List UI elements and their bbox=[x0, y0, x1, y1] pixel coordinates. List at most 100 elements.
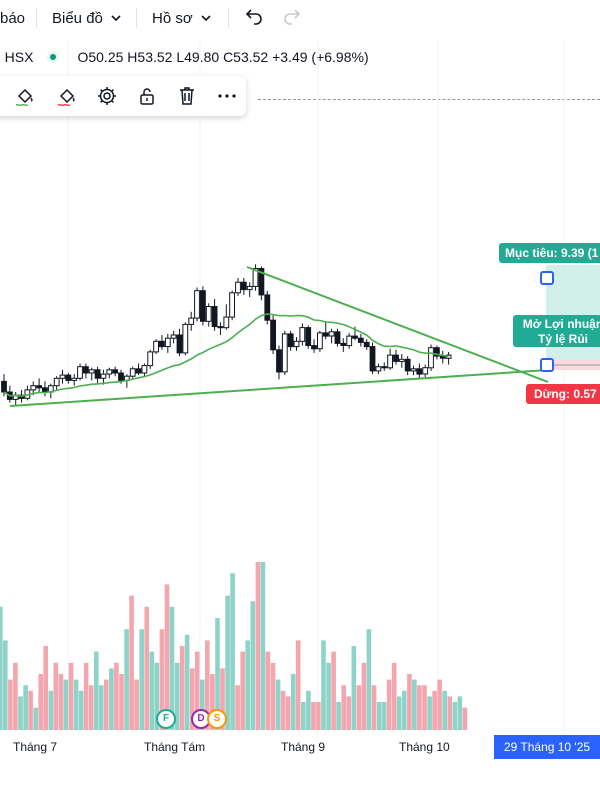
chart-menu-button[interactable]: Biểu đồ bbox=[52, 0, 121, 36]
volume-bar bbox=[119, 674, 124, 730]
volume-bar bbox=[412, 679, 417, 730]
chart-menu-label: Biểu đồ bbox=[52, 9, 103, 27]
volume-bar bbox=[417, 685, 422, 730]
target-label[interactable]: Mục tiêu: 9.39 (1 bbox=[499, 243, 600, 263]
event-marker-f[interactable]: F bbox=[156, 709, 176, 729]
volume-bar bbox=[376, 702, 382, 730]
volume-bar bbox=[124, 629, 129, 730]
volume-bar bbox=[78, 690, 84, 730]
time-axis-label: Tháng Tám bbox=[144, 740, 206, 754]
unlock-icon[interactable] bbox=[136, 85, 158, 107]
market-status-icon[interactable] bbox=[47, 51, 60, 63]
candle bbox=[188, 317, 195, 325]
undo-icon[interactable] bbox=[244, 8, 264, 28]
paint-bucket-red-icon[interactable] bbox=[56, 85, 78, 107]
candle bbox=[352, 335, 358, 339]
volume-bar bbox=[73, 679, 79, 730]
volume-bar bbox=[13, 662, 18, 730]
candle bbox=[129, 368, 136, 377]
candle bbox=[346, 335, 353, 347]
volume-bar bbox=[48, 690, 54, 730]
candle bbox=[287, 333, 294, 348]
volume-bar bbox=[275, 679, 281, 730]
redo-icon[interactable] bbox=[282, 8, 302, 28]
volume-bar bbox=[290, 674, 296, 730]
candle bbox=[434, 347, 440, 357]
candle bbox=[393, 354, 399, 362]
chevron-down-icon bbox=[201, 15, 211, 21]
trendline-lower[interactable] bbox=[9, 369, 549, 407]
candle bbox=[223, 316, 230, 329]
candle bbox=[229, 292, 235, 318]
volume-bar bbox=[159, 629, 165, 730]
volume-bar bbox=[174, 662, 180, 730]
volume-bar bbox=[356, 685, 362, 730]
candles bbox=[1, 264, 452, 406]
volume-bar bbox=[139, 629, 144, 730]
candle bbox=[404, 358, 411, 372]
time-axis[interactable]: Tháng 7 Tháng Tám Tháng 9 Tháng 10 bbox=[0, 734, 600, 760]
trash-icon[interactable] bbox=[176, 85, 198, 107]
candle bbox=[428, 347, 434, 369]
volume-bar bbox=[255, 562, 261, 730]
stop-label[interactable]: Dừng: 0.57 bbox=[526, 384, 600, 404]
volume-bar bbox=[205, 640, 210, 730]
volume-bar bbox=[402, 690, 407, 730]
volume-bar bbox=[285, 696, 291, 730]
event-marker-s[interactable]: S bbox=[207, 709, 227, 729]
candle bbox=[363, 341, 370, 348]
volume-bar bbox=[326, 662, 331, 730]
candle bbox=[375, 366, 382, 372]
volume-bar bbox=[210, 674, 215, 730]
profile-menu-button[interactable]: Hồ sơ bbox=[152, 0, 211, 36]
candle bbox=[100, 373, 107, 379]
event-letter: S bbox=[213, 713, 221, 724]
candle bbox=[135, 368, 142, 374]
candle bbox=[311, 345, 317, 350]
volume-bar bbox=[99, 685, 104, 730]
open-label-line2: Tỷ lệ Rủi bbox=[537, 332, 588, 346]
candle bbox=[159, 340, 165, 348]
paint-bucket-icon[interactable] bbox=[14, 85, 36, 107]
open-value: O50.25 bbox=[77, 49, 124, 65]
volume-bar bbox=[280, 690, 286, 730]
volume-bar bbox=[432, 690, 437, 730]
moving-average-line bbox=[3, 313, 449, 398]
open-label-line1: Mở Lợi nhuận bbox=[522, 317, 600, 331]
candle bbox=[422, 367, 429, 375]
profile-menu-label: Hồ sơ bbox=[152, 9, 193, 27]
candle bbox=[77, 366, 83, 379]
target-handle[interactable] bbox=[540, 271, 554, 285]
candle bbox=[200, 290, 206, 322]
volume-bar bbox=[154, 662, 160, 730]
candle bbox=[387, 354, 394, 369]
exchange-label: HSX bbox=[4, 49, 34, 65]
volume-bar bbox=[94, 651, 99, 730]
gear-icon[interactable] bbox=[96, 85, 118, 107]
volume-bar bbox=[260, 562, 266, 730]
candle bbox=[258, 268, 265, 296]
volume-bar bbox=[336, 702, 341, 730]
candle bbox=[305, 327, 312, 347]
volume-bar bbox=[462, 707, 468, 730]
volume-bar bbox=[371, 685, 377, 730]
candle bbox=[30, 385, 37, 391]
more-icon[interactable] bbox=[216, 85, 238, 107]
menu-item-partial[interactable]: báo bbox=[0, 0, 25, 36]
volume-bar bbox=[407, 674, 412, 730]
volume-bar bbox=[129, 595, 134, 730]
open-position-label[interactable]: Mở Lợi nhuận Tỷ lệ Rủi bbox=[513, 315, 600, 347]
candle bbox=[141, 365, 148, 374]
entry-handle[interactable] bbox=[540, 358, 554, 372]
candle bbox=[217, 326, 224, 329]
candle bbox=[112, 369, 118, 374]
candle bbox=[357, 337, 364, 343]
crosshair-date-badge: 29 Tháng 10 '25 bbox=[494, 735, 600, 759]
volume-bar bbox=[88, 685, 94, 730]
volume-bar bbox=[230, 573, 235, 730]
trendline-upper[interactable] bbox=[246, 266, 549, 383]
volume-bar bbox=[270, 662, 276, 730]
volume-bar bbox=[104, 679, 109, 730]
event-letter: D bbox=[197, 713, 205, 724]
